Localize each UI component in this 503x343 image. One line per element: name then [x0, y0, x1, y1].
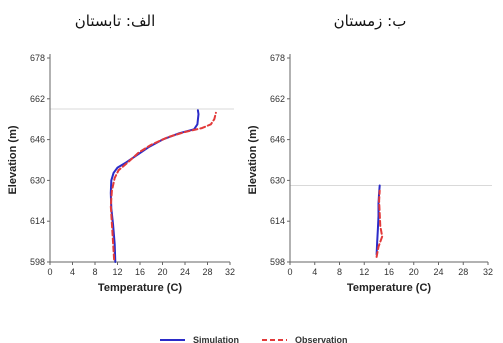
legend-label-observation: Observation — [295, 335, 348, 343]
series-group — [109, 109, 217, 263]
x-tick-label: 8 — [92, 267, 97, 277]
y-tick-label: 646 — [270, 135, 285, 145]
y-axis-label: Elevation (m) — [247, 125, 259, 194]
x-tick-label: 20 — [409, 267, 419, 277]
tick-group: 598 614 630 646 662 678 0 4 8 12 16 20 24 28 32 — [30, 53, 235, 277]
x-tick-label: 16 — [384, 267, 394, 277]
y-tick-label: 662 — [30, 94, 45, 104]
series-line-simulation — [109, 109, 200, 263]
y-tick-label: 614 — [30, 216, 45, 226]
x-tick-label: 8 — [337, 267, 342, 277]
x-tick-label: 24 — [433, 267, 443, 277]
tick-group: 598 614 630 646 662 678 0 4 8 12 16 20 24 28 32 — [270, 53, 493, 277]
x-tick-label: 32 — [483, 267, 493, 277]
x-tick-label: 12 — [112, 267, 122, 277]
panel-winter: ب: زمستان Elevation (m) Temperature (C) … — [247, 12, 493, 294]
x-tick-label: 0 — [287, 267, 292, 277]
y-tick-label: 646 — [30, 135, 45, 145]
x-tick-label: 20 — [157, 267, 167, 277]
y-tick-label: 630 — [270, 175, 285, 185]
series-line-observation — [375, 189, 384, 258]
y-tick-label: 662 — [270, 94, 285, 104]
x-tick-label: 24 — [180, 267, 190, 277]
legend-label-simulation: Simulation — [193, 335, 239, 343]
x-axis-label: Temperature (C) — [347, 282, 431, 294]
x-tick-label: 28 — [202, 267, 212, 277]
series-group — [375, 184, 384, 258]
x-tick-label: 32 — [225, 267, 235, 277]
legend: Simulation Observation — [160, 335, 348, 343]
y-tick-label: 614 — [270, 216, 285, 226]
y-tick-label: 678 — [30, 53, 45, 63]
x-tick-label: 28 — [458, 267, 468, 277]
panel-title: ب: زمستان — [334, 12, 407, 30]
panel-title: الف: تابستان — [75, 12, 156, 30]
x-tick-label: 4 — [312, 267, 317, 277]
y-tick-label: 598 — [30, 257, 45, 267]
y-tick-label: 598 — [270, 257, 285, 267]
x-tick-label: 16 — [135, 267, 145, 277]
y-tick-label: 678 — [270, 53, 285, 63]
panel-summer: الف: تابستان Elevation (m) Temperature (… — [7, 12, 235, 294]
x-tick-label: 12 — [359, 267, 369, 277]
x-axis-label: Temperature (C) — [98, 282, 182, 294]
series-line-observation — [109, 111, 217, 261]
x-tick-label: 4 — [70, 267, 75, 277]
y-axis-label: Elevation (m) — [7, 125, 19, 194]
y-tick-label: 630 — [30, 175, 45, 185]
x-tick-label: 0 — [47, 267, 52, 277]
